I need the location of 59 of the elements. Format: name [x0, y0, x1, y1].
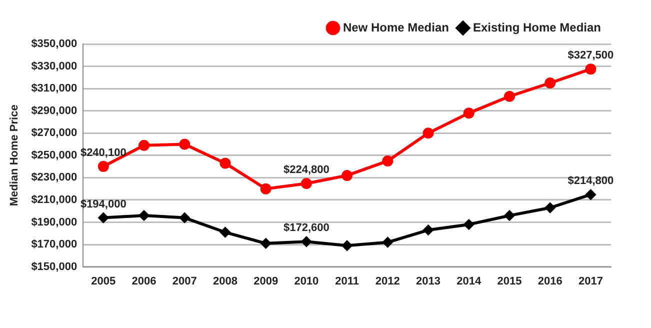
data-label: $224,800 — [283, 164, 330, 176]
x-tick-label: 2013 — [416, 275, 440, 288]
point — [301, 236, 312, 247]
y-tick-label: $330,000 — [31, 60, 78, 72]
point — [464, 219, 474, 230]
x-tick-label: 2015 — [497, 275, 522, 288]
y-tick-label: $230,000 — [31, 172, 78, 184]
x-tick-label: 2005 — [91, 275, 116, 288]
y-tick-label: $190,000 — [31, 216, 78, 228]
y-tick-label: $150,000 — [31, 260, 78, 273]
point — [545, 202, 556, 213]
point — [504, 210, 514, 221]
x-tick-label: 2012 — [375, 275, 400, 288]
data-label: $194,000 — [80, 198, 126, 210]
point — [138, 210, 149, 221]
point — [342, 240, 352, 251]
point — [586, 190, 596, 200]
legend-label: Existing Home Median — [472, 20, 602, 34]
data-label: $172,600 — [283, 222, 330, 234]
x-tick-label: 2008 — [212, 275, 238, 288]
y-tick-label: $250,000 — [31, 149, 78, 162]
point — [504, 90, 515, 102]
point — [544, 77, 556, 88]
x-tick-label: 2017 — [578, 275, 603, 288]
point — [342, 170, 353, 181]
data-label: $327,500 — [568, 50, 614, 62]
point — [260, 238, 271, 248]
x-tick-label: 2006 — [132, 275, 156, 288]
x-tick-label: 2007 — [172, 275, 197, 288]
x-tick-label: 2011 — [335, 275, 359, 288]
data-label: $240,100 — [80, 146, 126, 159]
y-axis-title: Median Home Price — [8, 104, 21, 206]
y-tick-label: $210,000 — [31, 194, 78, 206]
point — [98, 212, 108, 223]
y-tick-label: $310,000 — [31, 82, 78, 95]
point — [463, 108, 474, 119]
y-tick-label: $270,000 — [31, 127, 78, 140]
point — [179, 138, 190, 150]
point — [260, 183, 272, 194]
x-tick-label: 2014 — [456, 275, 482, 288]
point — [98, 160, 109, 172]
legend-label: New Home Median — [342, 20, 449, 34]
y-tick-label: $170,000 — [31, 238, 78, 251]
point — [423, 225, 434, 236]
y-tick-label: $350,000 — [31, 38, 78, 50]
point — [585, 64, 596, 75]
y-tick-label: $290,000 — [31, 104, 78, 117]
point — [180, 212, 190, 223]
point — [220, 158, 231, 169]
x-tick-label: 2010 — [294, 275, 319, 288]
point — [382, 237, 393, 248]
point — [138, 140, 150, 151]
x-tick-label: 2009 — [254, 275, 278, 288]
data-label: $214,800 — [568, 175, 614, 188]
point — [300, 178, 312, 189]
point — [422, 128, 434, 139]
x-tick-label: 2016 — [538, 275, 562, 288]
point — [220, 227, 230, 238]
point — [382, 155, 394, 166]
